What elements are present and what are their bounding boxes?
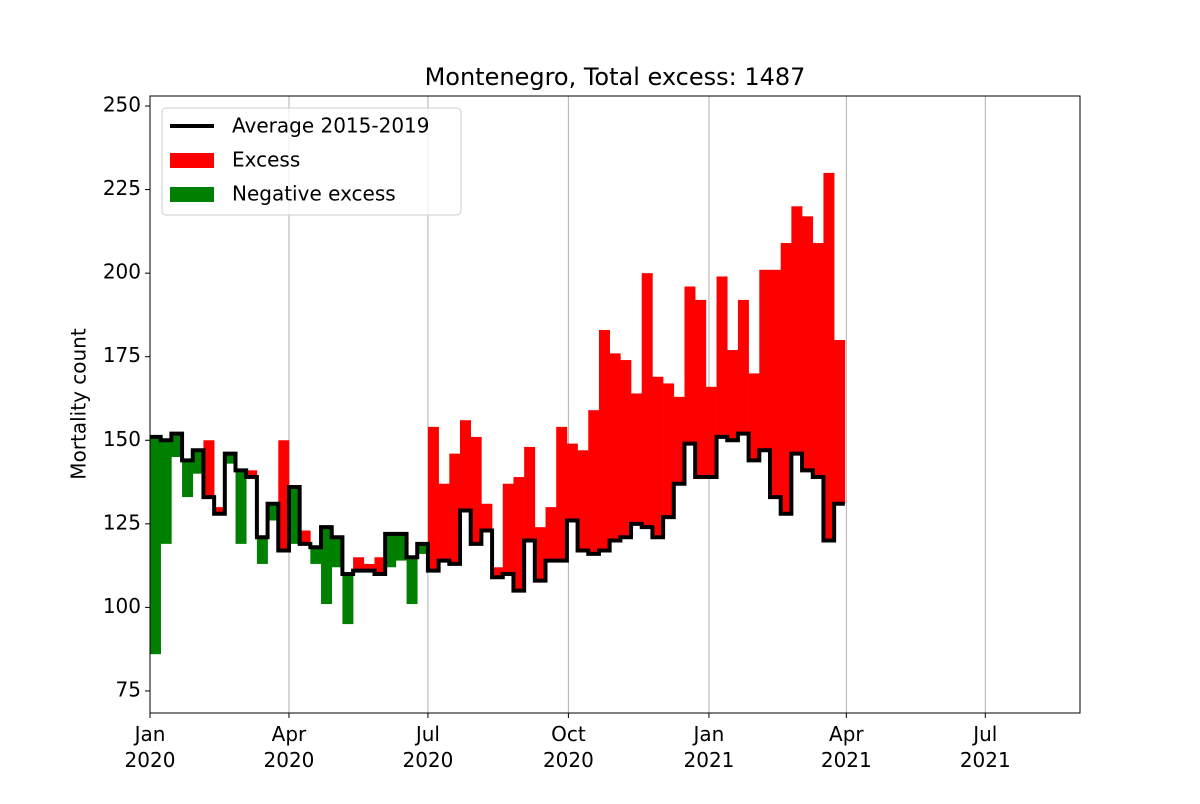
y-tick-label: 175 [103,343,141,367]
excess-bar [331,537,343,568]
excess-bar [288,487,300,544]
excess-bar [802,216,814,471]
excess-bar [727,350,739,441]
x-tick-label: Jul 2021 [960,722,1011,772]
excess-bar [310,547,322,564]
excess-bar [598,329,610,551]
excess-bar [171,433,183,457]
y-tick-label: 75 [116,677,141,701]
excess-bar [449,453,461,564]
excess-bar [203,440,215,498]
x-tick-label: Jan 2020 [125,722,176,772]
excess-bar [363,563,375,571]
excess-bar [556,426,568,561]
excess-bar [492,567,504,578]
excess-bar [620,360,632,538]
excess-bar [427,426,439,571]
excess-bar [246,470,258,478]
excess-bar [834,339,846,504]
excess-bar [481,503,493,531]
plot-frame [149,95,1081,714]
excess-bar [395,533,407,561]
excess-bar [748,373,760,461]
excess-bar [716,276,728,437]
excess-bar [588,410,600,554]
legend-patch [170,187,214,202]
excess-bar [342,573,354,625]
excess-bar [791,206,803,454]
excess-bar [182,460,194,498]
excess-bar [460,420,471,511]
excess-bar [695,299,707,478]
excess-bar [737,299,749,434]
excess-bar [160,440,172,544]
excess-bar [150,436,161,655]
x-tick-label: Oct 2020 [543,722,594,772]
excess-bar [524,446,536,541]
excess-bar [192,450,204,474]
chart-title: Montenegro, Total excess: 1487 [425,63,806,91]
excess-bar [299,530,311,544]
excess-bar [256,537,268,564]
y-tick-label: 250 [103,93,141,117]
excess-bar [641,273,653,528]
excess-bar [235,470,247,544]
excess-bar [278,440,290,551]
excess-bar [374,557,386,574]
excess-bar [545,507,557,561]
excess-bar [780,243,792,514]
baseline-line [150,431,845,593]
excess-bar [812,243,824,478]
legend-label: Average 2015-2019 [232,114,430,138]
x-tick-label: Apr 2021 [821,722,872,772]
excess-bar [673,396,685,484]
y-axis-label: Mortality count [67,328,91,480]
legend-label: Negative excess [232,182,396,206]
excess-bar [652,376,664,538]
legend-patch [170,153,214,168]
excess-bar [224,453,236,464]
x-tick-label: Jul 2020 [402,722,453,772]
excess-bar [267,503,279,521]
excess-bar [502,483,514,574]
excess-bar [353,557,365,571]
excess-bar [513,477,525,591]
excess-bar [214,507,226,514]
excess-bar [321,527,333,605]
y-tick-label: 225 [103,176,141,200]
excess-bar [566,443,578,521]
excess-bar [609,353,621,541]
excess-bar [385,533,397,568]
legend-box [161,107,462,216]
excess-bar [406,557,418,605]
legend-label: Excess [232,148,300,172]
excess-bar [663,383,675,518]
excess-bar [534,527,546,581]
excess-bar [823,172,835,541]
x-tick-label: Apr 2020 [264,722,315,772]
excess-bar [759,269,771,451]
y-tick-label: 100 [103,594,141,618]
y-tick-label: 150 [103,427,141,451]
excess-bar [438,483,450,561]
excess-bar [417,543,429,554]
excess-bar [470,436,482,544]
excess-bar [631,393,643,524]
excess-bar [770,269,781,498]
excess-bar [705,386,717,478]
y-tick-label: 200 [103,260,141,284]
excess-bar [684,286,696,444]
x-tick-label: Jan 2021 [684,722,735,772]
y-tick-label: 125 [103,510,141,534]
excess-bar [577,450,589,551]
